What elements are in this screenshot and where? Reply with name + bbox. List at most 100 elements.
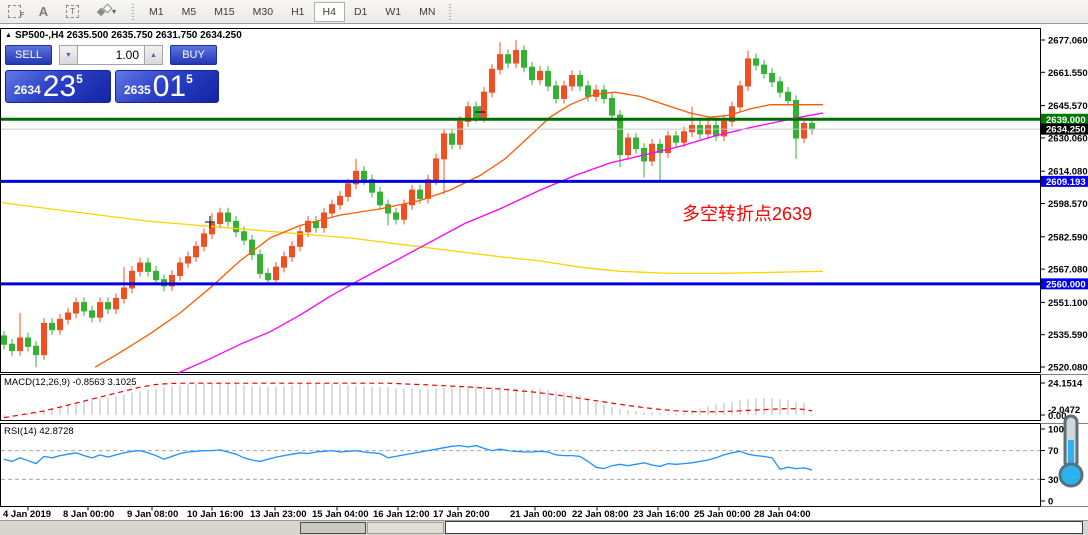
candle-body [721, 120, 727, 137]
tf-button-m1[interactable]: M1 [140, 2, 173, 22]
symbol-ohlc-header: ▲ SP500-,H4 2635.500 2635.750 2631.750 26… [5, 30, 242, 41]
chevron-down-icon: ▾ [111, 7, 116, 16]
ask-price-prefix: 2635 [124, 83, 151, 97]
candle-body [545, 70, 551, 87]
candle-body [9, 343, 15, 352]
text-tool-button[interactable]: A [30, 1, 57, 22]
rsi-axis-label: 100 [1048, 425, 1064, 436]
candle-body [553, 85, 559, 99]
symbol-ohlc-text: SP500-,H4 2635.500 2635.750 2631.750 263… [14, 30, 242, 41]
price-axis-label: 2520.080 [1048, 363, 1088, 374]
time-axis-label: 28 Jan 04:00 [754, 509, 811, 520]
bottom-tab-medium[interactable] [367, 522, 444, 534]
rsi-axis-label: 30 [1048, 475, 1059, 486]
candle-body [1, 335, 7, 345]
buy-button[interactable]: BUY [170, 45, 217, 65]
candle-body [617, 114, 623, 156]
volume-input[interactable]: 1.00 [78, 45, 144, 65]
tf-button-m5[interactable]: M5 [173, 2, 206, 22]
price-axis-label: 2614.080 [1048, 167, 1088, 178]
candle-body [481, 91, 487, 118]
tf-button-d1[interactable]: D1 [345, 2, 376, 22]
bottom-tab-small[interactable] [300, 522, 366, 534]
chart-annotation-text: 多空转折点2639 [682, 204, 813, 224]
macd-min-label: -2.0472 [1048, 405, 1080, 416]
tf-button-m15[interactable]: M15 [205, 2, 243, 22]
macd-panel[interactable] [0, 374, 1041, 421]
candle-body [209, 222, 215, 235]
ask-price-panel[interactable]: 2635 01 5 [115, 70, 219, 103]
price-axis-label: 2645.570 [1048, 101, 1088, 112]
time-axis-label: 23 Jan 16:00 [633, 509, 690, 520]
candle-body [497, 54, 503, 70]
fibonacci-icon: F [8, 5, 24, 19]
toolbar-grip[interactable] [130, 3, 137, 20]
tf-button-mn[interactable]: MN [410, 2, 444, 22]
candle-body [577, 75, 583, 87]
symbol-trend-icon: ▲ [5, 32, 12, 39]
candle-body [257, 254, 263, 274]
candle-body [81, 302, 87, 312]
time-axis-label: 10 Jan 16:00 [187, 509, 244, 520]
time-axis-label: 4 Jan 2019 [3, 509, 51, 520]
candle-body [65, 312, 71, 320]
label-letter: T [70, 7, 75, 16]
candle-body [609, 97, 615, 116]
rsi-line [3, 444, 813, 471]
candle-body [185, 256, 191, 264]
price-axis-label: 2567.080 [1048, 265, 1088, 276]
candle-body [521, 50, 527, 68]
candle-body [561, 85, 567, 99]
candle-body [513, 50, 519, 64]
price-badge-label: 2639.000 [1046, 115, 1086, 126]
candle-body [153, 270, 159, 281]
candle-body [233, 220, 239, 233]
ask-price-main: 01 [152, 70, 187, 103]
candle-body [569, 75, 575, 87]
candle-body [25, 337, 31, 347]
candle-body [633, 137, 639, 149]
price-badge [1041, 278, 1088, 290]
candle-body [89, 310, 95, 318]
candle-body [681, 131, 687, 143]
candle-body [177, 262, 183, 277]
volume-increase-button[interactable]: ▲ [144, 45, 163, 65]
candle-body [281, 256, 287, 268]
time-axis-label: 8 Jan 00:00 [63, 509, 114, 520]
candle-body [329, 204, 335, 214]
tf-button-h1[interactable]: H1 [282, 2, 313, 22]
bottom-tab-wide[interactable] [445, 521, 1083, 534]
candle-body [801, 122, 807, 139]
text-tool-icon: A [38, 4, 49, 19]
candle-body [761, 64, 767, 74]
price-axis-label: 2551.100 [1048, 298, 1088, 309]
candle-body [689, 125, 695, 133]
bid-price-panel[interactable]: 2634 23 5 [5, 70, 111, 103]
candle-body [249, 239, 255, 256]
time-axis-label: 13 Jan 23:00 [250, 509, 307, 520]
thermometer-icon [1056, 414, 1086, 495]
tf-button-h4[interactable]: H4 [313, 1, 345, 22]
candle-body [145, 262, 151, 272]
candle-body [665, 135, 671, 154]
candle-body [601, 89, 607, 99]
candle-body [289, 245, 295, 258]
arrows-tool-button[interactable]: ▾ [88, 1, 126, 22]
macd-max-label: 24.1514 [1048, 379, 1083, 390]
candle-body [809, 122, 815, 130]
candle-body [369, 179, 375, 193]
candle-body [201, 233, 207, 247]
candle-body [697, 125, 703, 135]
candle-body [529, 66, 535, 81]
time-axis-label: 22 Jan 08:00 [572, 509, 629, 520]
tf-button-m30[interactable]: M30 [244, 2, 282, 22]
label-tool-button[interactable]: T [59, 1, 86, 22]
fibonacci-tool-button[interactable]: F [1, 1, 28, 22]
tf-button-w1[interactable]: W1 [376, 2, 410, 22]
candle-body [49, 322, 55, 331]
toolbar-grip-2[interactable] [447, 3, 455, 20]
volume-decrease-button[interactable]: ▼ [59, 45, 78, 65]
sell-button[interactable]: SELL [5, 45, 52, 65]
bid-price-prefix: 2634 [14, 83, 41, 97]
rsi-panel[interactable] [0, 423, 1041, 507]
